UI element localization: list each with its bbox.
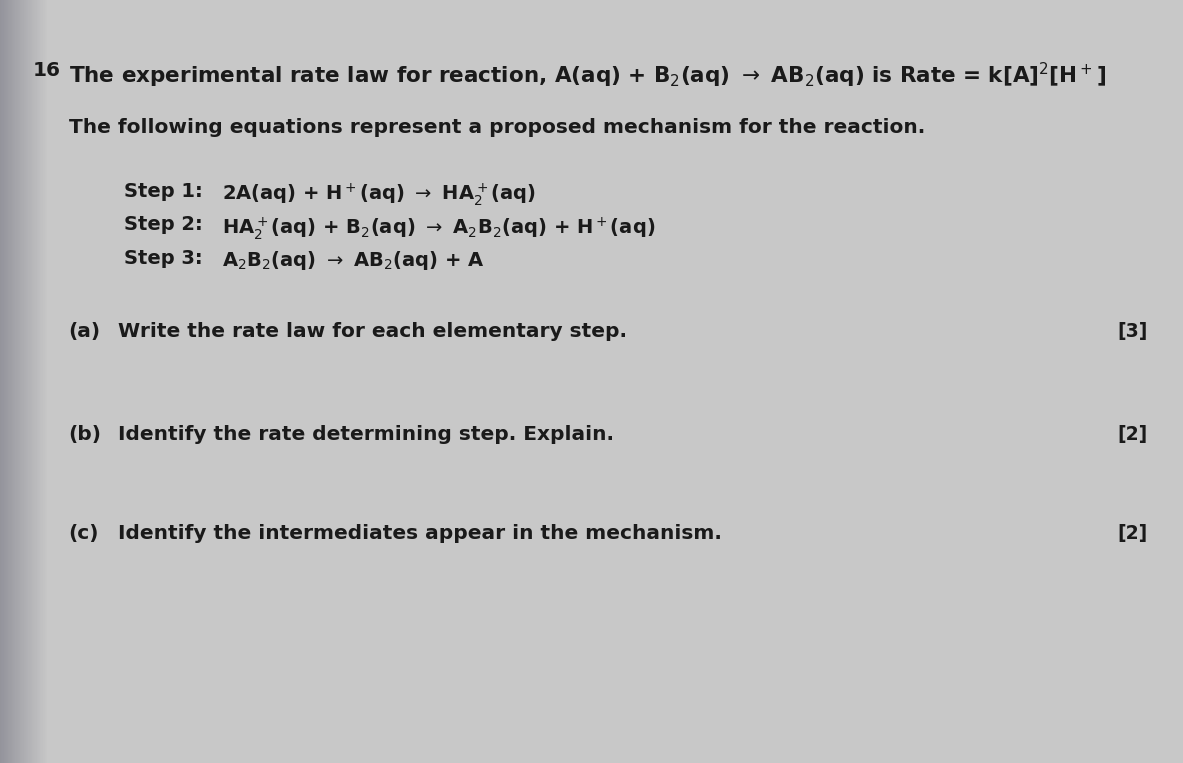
Text: Write the rate law for each elementary step.: Write the rate law for each elementary s… bbox=[118, 322, 627, 341]
Bar bbox=[38, 0, 39, 763]
Text: The following equations represent a proposed mechanism for the reaction.: The following equations represent a prop… bbox=[69, 118, 925, 137]
Bar bbox=[22, 0, 24, 763]
Text: Step 3:: Step 3: bbox=[124, 249, 202, 268]
Bar bbox=[19, 0, 20, 763]
Text: Identify the intermediates appear in the mechanism.: Identify the intermediates appear in the… bbox=[118, 524, 722, 543]
Text: The experimental rate law for reaction, A(aq) + B$_2$(aq) $\rightarrow$ AB$_2$(a: The experimental rate law for reaction, … bbox=[69, 61, 1106, 90]
Bar bbox=[41, 0, 43, 763]
Text: [2]: [2] bbox=[1117, 524, 1148, 543]
Bar bbox=[37, 0, 38, 763]
Bar bbox=[25, 0, 26, 763]
Text: [3]: [3] bbox=[1117, 322, 1148, 341]
Bar bbox=[46, 0, 47, 763]
Bar bbox=[8, 0, 9, 763]
Text: (b): (b) bbox=[69, 425, 102, 444]
Bar bbox=[17, 0, 18, 763]
Bar bbox=[44, 0, 45, 763]
Bar bbox=[1, 0, 2, 763]
Bar bbox=[0, 0, 1, 763]
Bar bbox=[35, 0, 37, 763]
Bar bbox=[28, 0, 30, 763]
Bar bbox=[4, 0, 5, 763]
Bar bbox=[32, 0, 33, 763]
Bar bbox=[12, 0, 13, 763]
Text: Identify the rate determining step. Explain.: Identify the rate determining step. Expl… bbox=[118, 425, 614, 444]
Text: (a): (a) bbox=[69, 322, 101, 341]
Bar bbox=[33, 0, 34, 763]
Bar bbox=[39, 0, 40, 763]
Bar bbox=[2, 0, 4, 763]
Bar bbox=[13, 0, 14, 763]
Bar bbox=[45, 0, 46, 763]
Text: A$_2$B$_2$(aq) $\rightarrow$ AB$_2$(aq) + A: A$_2$B$_2$(aq) $\rightarrow$ AB$_2$(aq) … bbox=[222, 249, 485, 272]
Text: [2]: [2] bbox=[1117, 425, 1148, 444]
Text: HA$_2^+$(aq) + B$_2$(aq) $\rightarrow$ A$_2$B$_2$(aq) + H$^+$(aq): HA$_2^+$(aq) + B$_2$(aq) $\rightarrow$ A… bbox=[222, 215, 655, 242]
Bar bbox=[14, 0, 15, 763]
Bar bbox=[9, 0, 11, 763]
Text: Step 2:: Step 2: bbox=[124, 215, 203, 234]
Bar bbox=[18, 0, 19, 763]
Bar bbox=[5, 0, 6, 763]
Bar bbox=[43, 0, 44, 763]
Bar bbox=[30, 0, 31, 763]
Bar bbox=[21, 0, 22, 763]
Bar bbox=[34, 0, 35, 763]
Text: 16: 16 bbox=[33, 61, 62, 80]
Text: 2A(aq) + H$^+$(aq) $\rightarrow$ HA$_2^+$(aq): 2A(aq) + H$^+$(aq) $\rightarrow$ HA$_2^+… bbox=[222, 182, 536, 208]
Text: (c): (c) bbox=[69, 524, 99, 543]
Text: Step 1:: Step 1: bbox=[124, 182, 203, 201]
